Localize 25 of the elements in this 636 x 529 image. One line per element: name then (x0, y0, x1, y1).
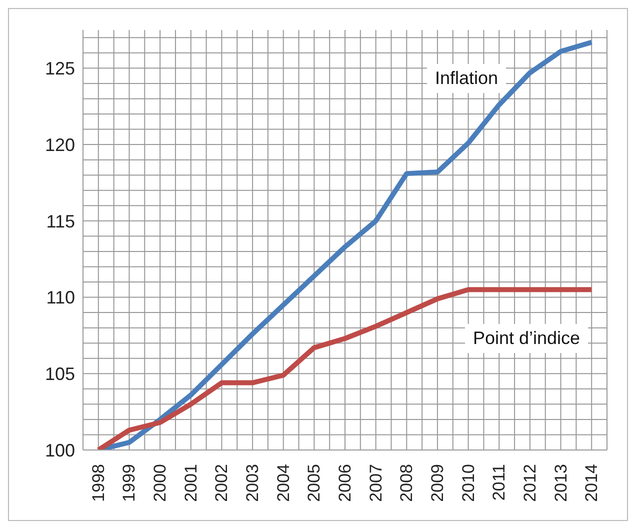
y-tick-label: 100 (44, 440, 75, 460)
x-tick-label: 2006 (336, 464, 354, 502)
x-tick-label: 2014 (582, 464, 602, 502)
x-tick-label: 2001 (181, 464, 200, 502)
x-tick-label: 2003 (243, 464, 262, 502)
x-tick-label: 2000 (150, 464, 170, 502)
x-tick-label: 2005 (304, 464, 324, 502)
x-tick-label: 2012 (520, 464, 540, 502)
x-tick-label: 2008 (397, 464, 416, 502)
x-tick-label: 2009 (428, 464, 447, 502)
series-label: Inflation (427, 64, 506, 93)
x-tick-label: 2013 (551, 464, 570, 502)
x-tick-label: 1998 (88, 464, 108, 502)
x-tick-label: 1999 (120, 464, 139, 502)
y-tick-label: 110 (46, 288, 75, 308)
x-tick-label: 2010 (458, 464, 478, 502)
x-tick-label: 2007 (366, 464, 386, 502)
y-tick-label: 105 (44, 364, 75, 384)
text: Point d’indice (465, 324, 588, 353)
x-tick-label: 2004 (274, 464, 293, 502)
x-tick-label: 2011 (490, 464, 509, 501)
y-tick-label: 120 (44, 134, 75, 155)
x-tick-label: 2002 (212, 464, 232, 502)
y-tick-label: 125 (44, 58, 75, 79)
y-tick-label: 115 (46, 211, 75, 232)
